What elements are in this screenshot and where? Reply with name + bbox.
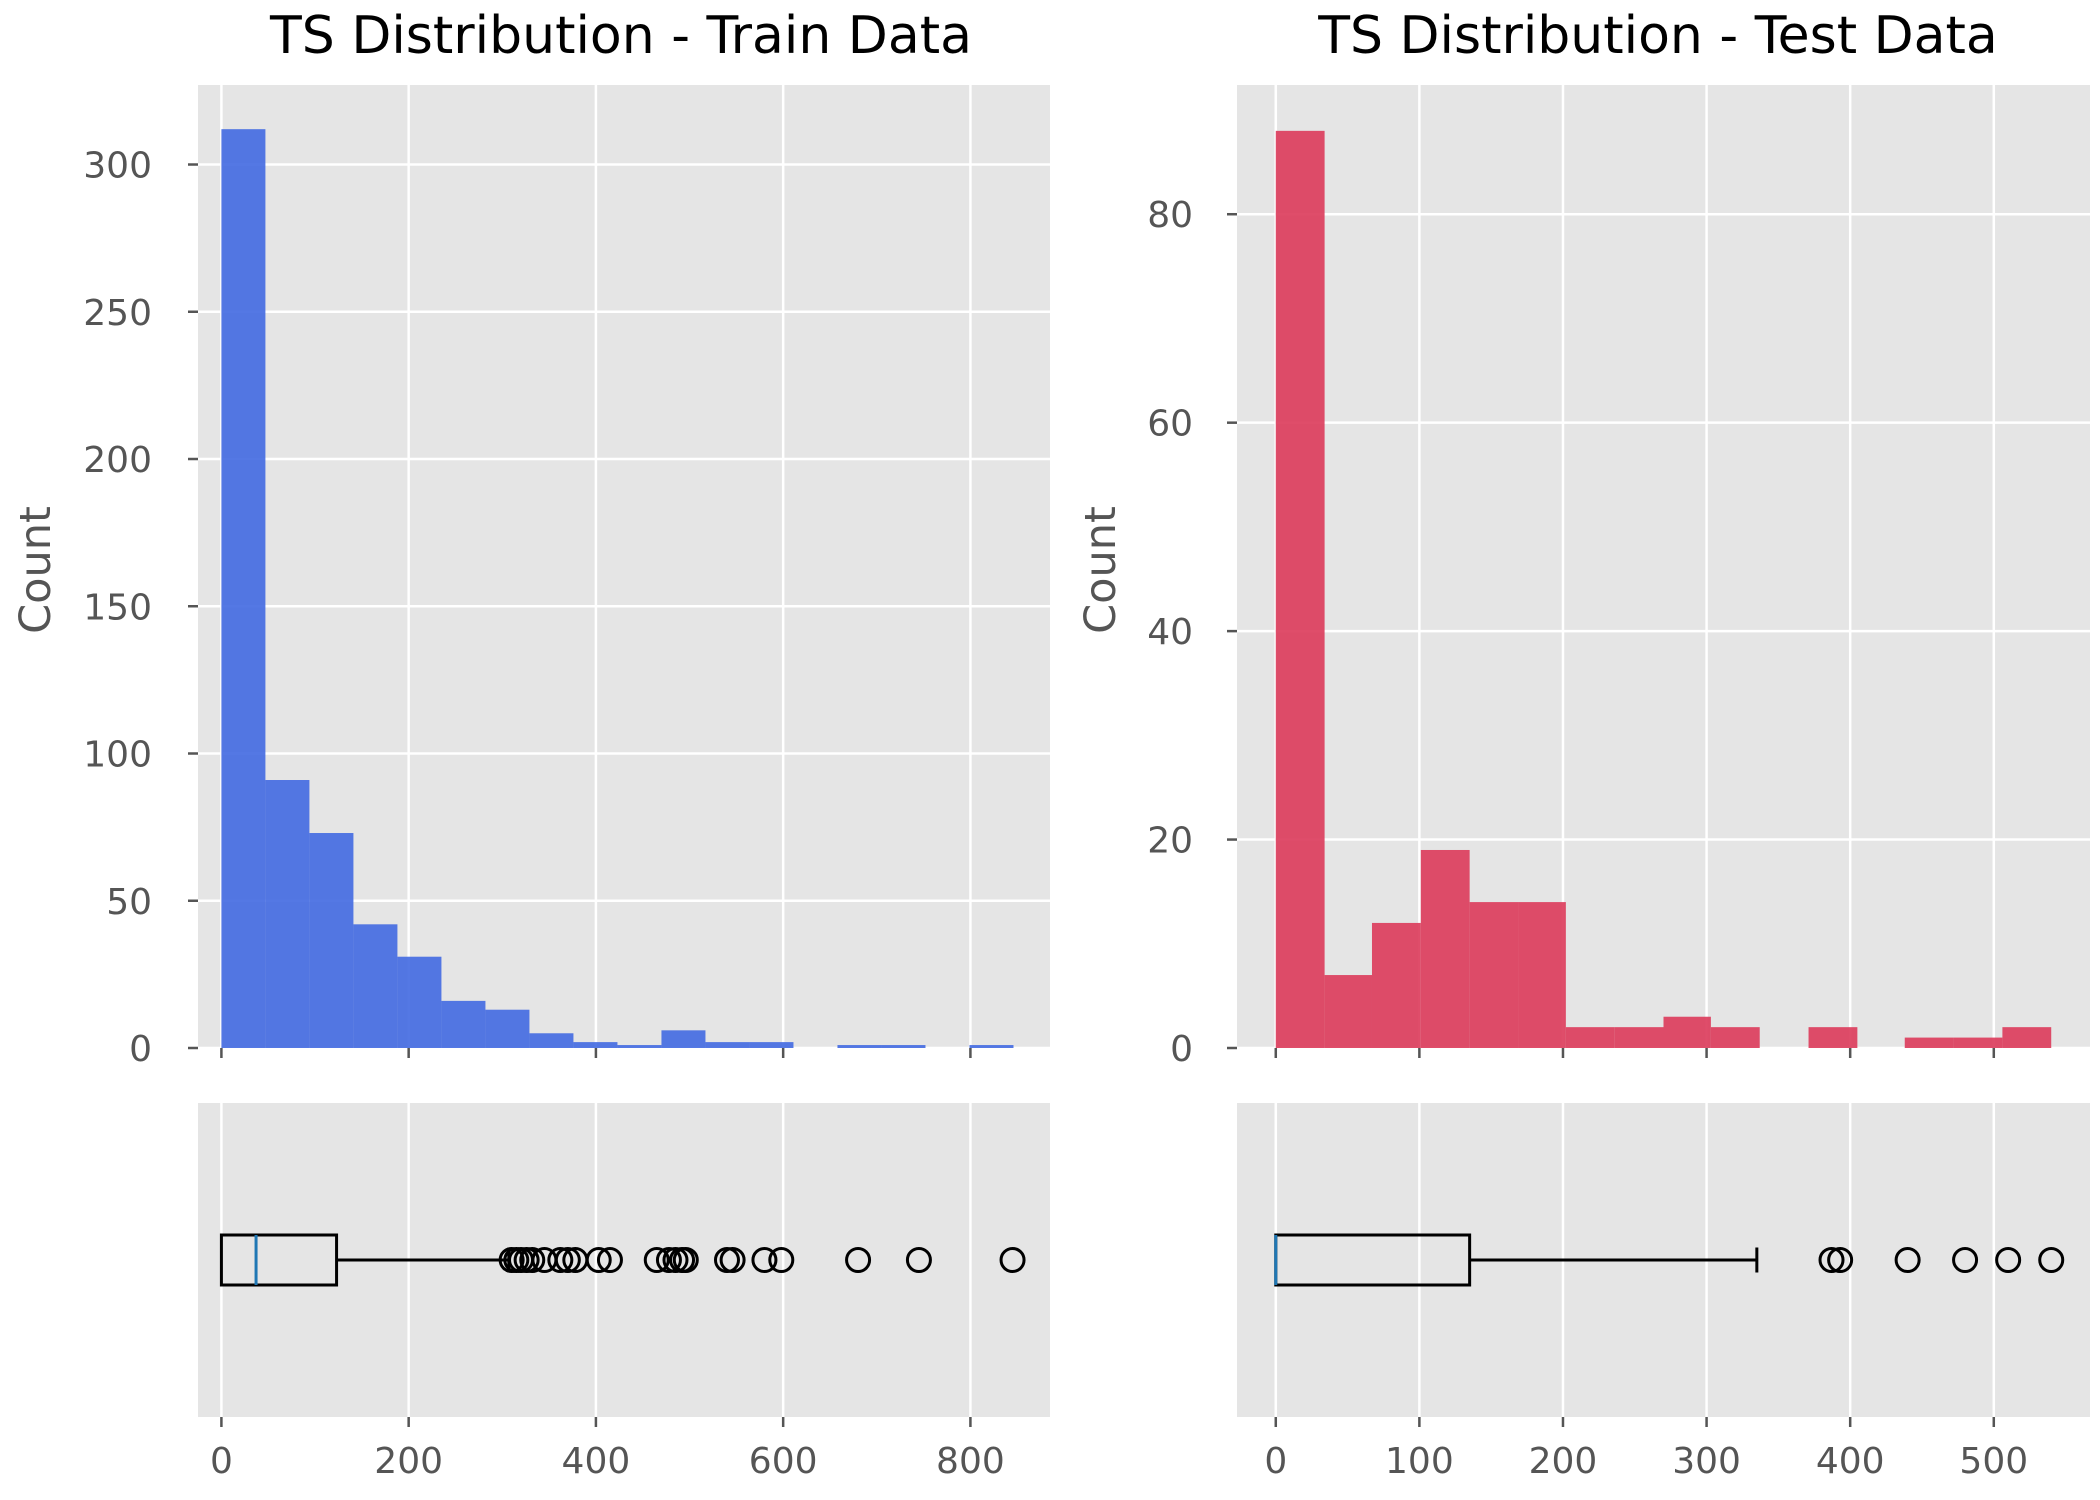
test-boxplot-outlier xyxy=(1995,1247,2022,1273)
train-histogram-bar xyxy=(441,1000,486,1048)
train-x-tick-label: 400 xyxy=(562,1441,631,1482)
test-x-tick-label: 400 xyxy=(1816,1441,1885,1482)
test-histogram-bar xyxy=(1565,1027,1615,1048)
train-boxplot-outlier xyxy=(662,1247,689,1273)
train-histogram-bar xyxy=(485,1009,530,1048)
train-y-tick-label: 250 xyxy=(83,293,152,334)
train-histogram-bar xyxy=(309,833,354,1048)
train-boxplot-outlier xyxy=(585,1247,612,1273)
train-boxplot-outlier xyxy=(519,1247,546,1273)
test-histogram-bar xyxy=(1710,1027,1760,1048)
train-boxplot-outlier xyxy=(672,1247,699,1273)
train-x-tick-label: 200 xyxy=(374,1441,443,1482)
train-histogram-bar xyxy=(397,956,442,1048)
train-y-tick-label: 200 xyxy=(83,440,152,481)
test-boxplot-outlier xyxy=(1894,1247,1921,1273)
test-histogram-bar xyxy=(1371,922,1421,1048)
train-histogram-bar xyxy=(529,1033,574,1048)
train-histogram-bar xyxy=(749,1042,794,1048)
train-boxplot-outlier xyxy=(751,1247,778,1273)
test-x-tick-label: 500 xyxy=(1959,1441,2028,1482)
train-x-tick-label: 0 xyxy=(210,1441,233,1482)
train-boxplot-outlier xyxy=(643,1247,670,1273)
train-boxplot-outlier xyxy=(547,1247,574,1273)
test-chart: 0 20 40 60 80 0 100 200 300 400 500 TS Distribution… xyxy=(1076,6,2090,1482)
test-boxplot-outlier xyxy=(1818,1247,1845,1273)
test-histogram-bar xyxy=(1663,1016,1711,1048)
test-y-tick-label: 40 xyxy=(1147,612,1193,653)
train-boxplot-outlier xyxy=(596,1247,623,1273)
train-histogram-bar xyxy=(573,1042,618,1048)
test-y-tick-label: 20 xyxy=(1147,821,1193,862)
test-histogram-bar xyxy=(2002,1027,2052,1048)
train-boxplot-outlier xyxy=(845,1247,872,1273)
test-histogram-bar xyxy=(1518,902,1566,1048)
train-chart-title: TS Distribution - Train Data xyxy=(269,6,972,66)
test-x-tick-label: 0 xyxy=(1264,1441,1287,1482)
test-y-tick-label: 60 xyxy=(1147,404,1193,445)
train-histogram-bar xyxy=(705,1042,750,1048)
train-x-tick-label: 600 xyxy=(749,1441,818,1482)
test-x-tick-label: 200 xyxy=(1529,1441,1598,1482)
train-boxplot-outlier xyxy=(999,1247,1026,1273)
test-y-tick-label: 0 xyxy=(1170,1029,1193,1070)
train-y-tick-label: 50 xyxy=(106,882,152,923)
test-histogram-bar xyxy=(1420,849,1470,1048)
train-histogram-bar xyxy=(881,1045,926,1048)
train-boxplot-box xyxy=(219,1233,339,1287)
test-chart-title: TS Distribution - Test Data xyxy=(1317,6,1998,66)
train-histogram-bar xyxy=(837,1045,882,1048)
train-histogram-bar xyxy=(969,1045,1014,1048)
test-boxplot-outlier xyxy=(2038,1247,2065,1273)
test-histogram-bar xyxy=(1808,1027,1858,1048)
train-x-tick-label: 800 xyxy=(936,1441,1005,1482)
test-histogram-bar xyxy=(1469,902,1519,1048)
train-boxplot-outlier xyxy=(554,1247,581,1273)
train-y-axis-label: Count xyxy=(11,506,61,634)
test-x-tick-label: 300 xyxy=(1672,1441,1741,1482)
train-boxplot-plot-area xyxy=(198,1103,1050,1417)
test-boxplot-outlier xyxy=(1952,1247,1979,1273)
train-histogram-bar xyxy=(353,924,398,1048)
train-histogram-bar xyxy=(221,129,266,1048)
train-y-tick-label: 100 xyxy=(83,735,152,776)
train-boxplot-outlier xyxy=(768,1247,795,1273)
test-y-axis-label: Count xyxy=(1076,506,1126,634)
train-histogram-bar xyxy=(617,1045,662,1048)
train-y-tick-label: 0 xyxy=(129,1029,152,1070)
train-chart: 0 50 100 150 200 250 300 0 200 400 600 800 TS Distri… xyxy=(11,6,1050,1482)
test-histogram-plot-area xyxy=(1237,85,2090,1048)
test-histogram-bar xyxy=(1953,1037,2003,1048)
train-histogram-bar xyxy=(265,780,310,1048)
test-x-tick-label: 100 xyxy=(1385,1441,1454,1482)
test-y-tick-label: 80 xyxy=(1147,195,1193,236)
test-histogram-bar xyxy=(1275,130,1325,1048)
train-y-tick-label: 300 xyxy=(83,146,152,187)
train-boxplot-outlier xyxy=(655,1247,682,1273)
train-boxplot-outlier xyxy=(719,1247,746,1273)
test-histogram-bar xyxy=(1614,1027,1664,1048)
test-histogram-bar xyxy=(1324,975,1372,1048)
test-histogram-bar xyxy=(1904,1037,1954,1048)
train-y-tick-label: 150 xyxy=(83,587,152,628)
train-boxplot-outlier xyxy=(905,1247,932,1273)
test-boxplot-outlier xyxy=(1827,1247,1854,1273)
train-histogram-bar xyxy=(661,1030,706,1048)
